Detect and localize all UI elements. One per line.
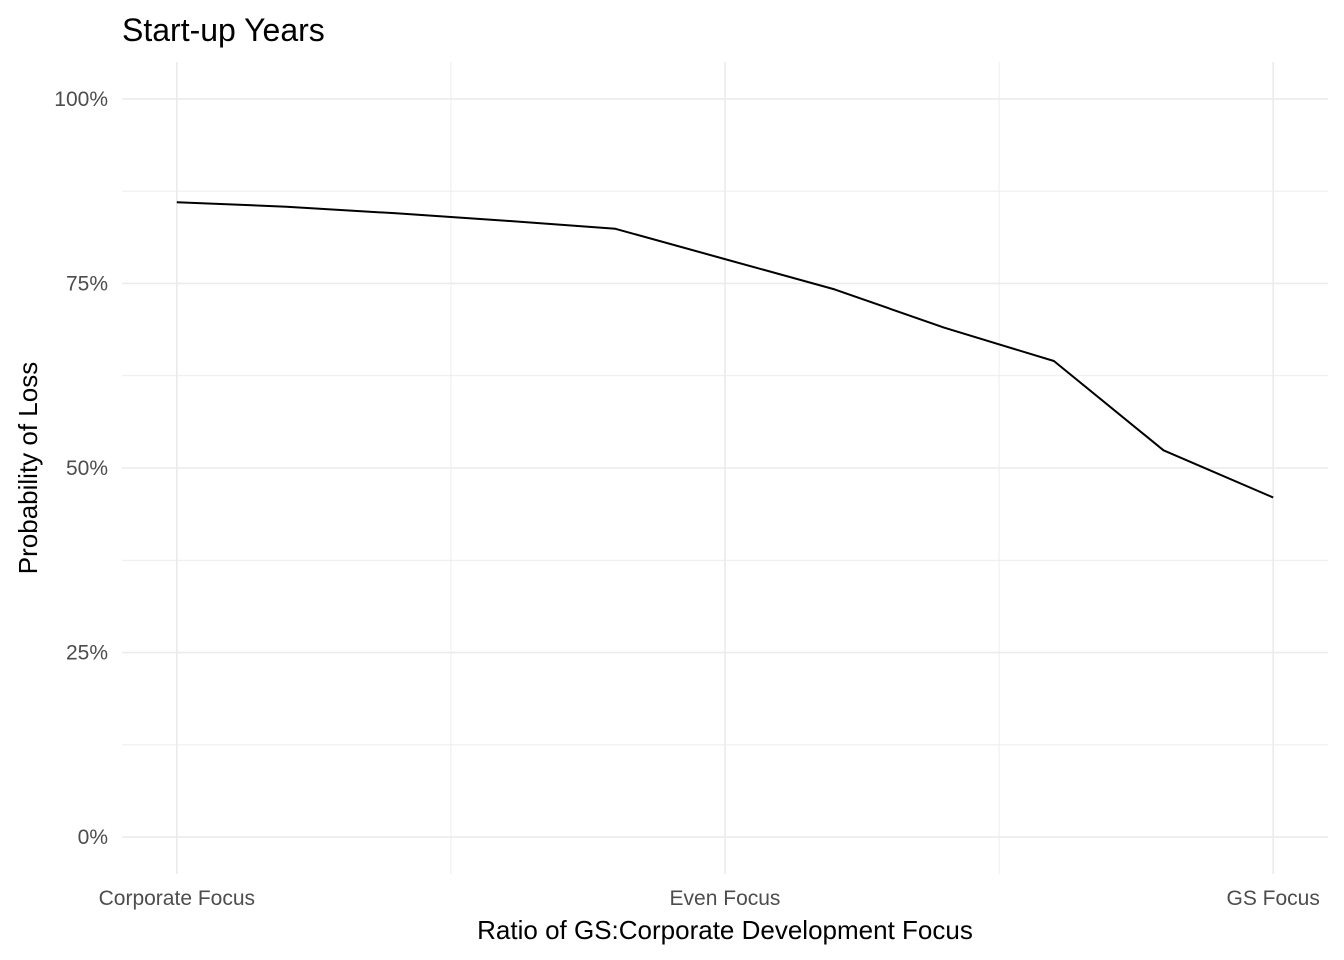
y-axis-title: Probability of Loss — [13, 362, 43, 574]
x-axis-ticks: Corporate Focus Even Focus GS Focus — [99, 887, 1320, 910]
y-tick-label: 25% — [66, 642, 108, 665]
series-layer — [176, 201, 1274, 499]
y-tick-label: 75% — [66, 272, 108, 295]
chart-title: Start-up Years — [122, 12, 325, 48]
y-tick-label: 0% — [78, 826, 108, 849]
series-line — [176, 201, 1274, 499]
x-tick-label: GS Focus — [1226, 887, 1319, 910]
y-tick-label: 100% — [54, 88, 108, 111]
gridlines — [122, 62, 1328, 874]
x-axis-title: Ratio of GS:Corporate Development Focus — [477, 915, 973, 945]
x-tick-label: Corporate Focus — [99, 887, 255, 910]
y-tick-label: 50% — [66, 457, 108, 480]
x-tick-label: Even Focus — [670, 887, 781, 910]
y-axis-ticks: 0% 25% 50% 75% 100% — [54, 88, 108, 849]
